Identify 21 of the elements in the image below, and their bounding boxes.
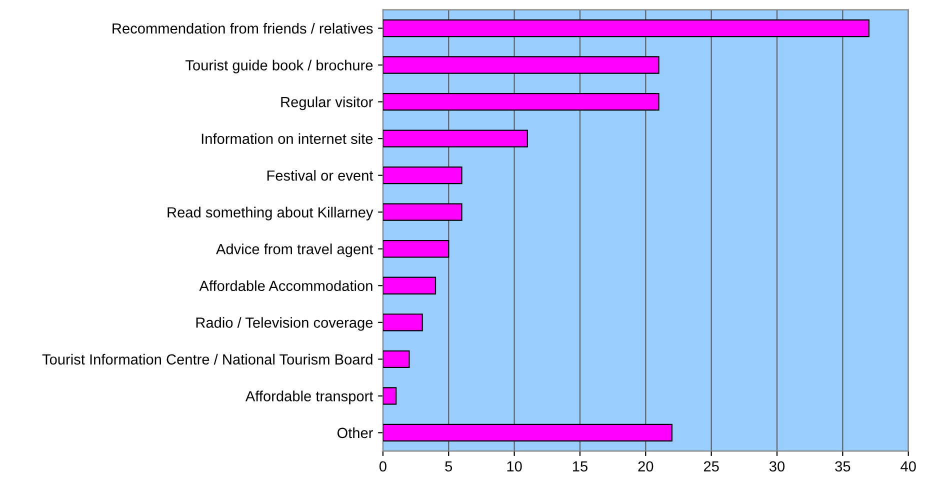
x-tick-label: 40 [900, 461, 916, 472]
x-tick-label: 35 [835, 461, 850, 472]
x-tick-label: 10 [507, 461, 522, 472]
y-tick-label: Recommendation from friends / relatives [112, 22, 373, 34]
y-tick-label: Affordable transport [245, 390, 374, 404]
x-tick-label: 0 [379, 461, 386, 472]
x-tick-label: 15 [572, 461, 588, 472]
x-tick-label: 5 [445, 461, 452, 472]
y-tick-label: Tourist guide book / brochure [186, 60, 373, 74]
x-tick-label: 25 [704, 461, 719, 472]
y-tick-label: Regular visitor [281, 96, 373, 110]
x-tick-label: 20 [638, 461, 654, 472]
y-tick-label: Advice from travel agent [216, 244, 374, 258]
y-tick-label: Read something about Killarney [168, 206, 374, 220]
y-tick-label: Radio / Television coverage [196, 317, 373, 331]
y-tick-label: Other [337, 427, 373, 438]
y-tick-label: Festival or event [267, 170, 374, 181]
x-tick-label: 30 [769, 461, 785, 472]
y-tick-label: Tourist Information Centre / National Tourism Board [42, 354, 372, 365]
y-tick-label: Information on internet site [202, 133, 373, 144]
y-tick-label: Affordable Accommodation [199, 280, 372, 292]
